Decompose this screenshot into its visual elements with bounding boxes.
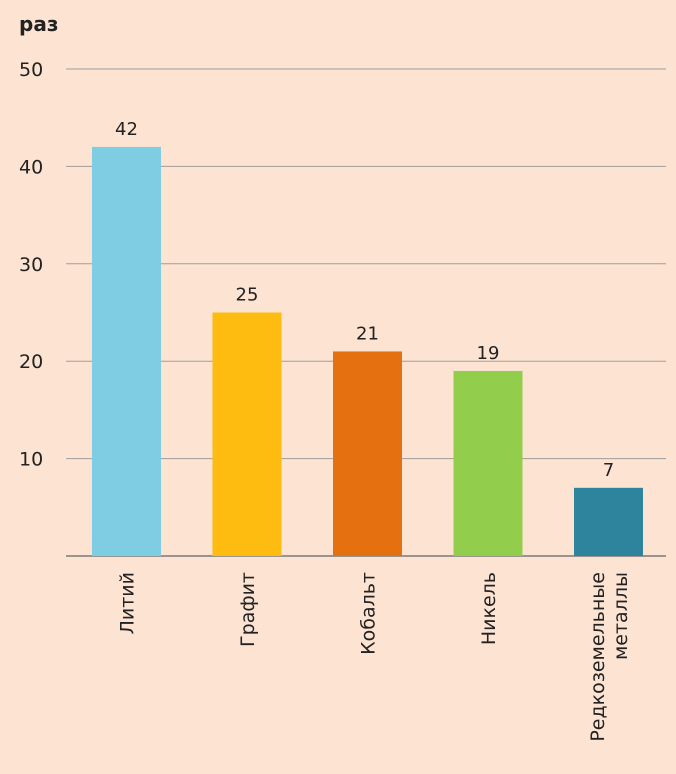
bar-value-label-5: 7: [603, 460, 614, 481]
y-axis-unit-label: раз: [19, 12, 58, 36]
y-tick-label-20: 20: [19, 351, 43, 373]
category-labels: Литий Графит Кобальт Никель Редкоземельные ме…: [117, 572, 633, 742]
category-label-4: Никель: [478, 572, 500, 645]
y-tick-label-50: 50: [19, 59, 43, 81]
bar-value-label-4: 19: [477, 343, 500, 364]
y-tick-label-30: 30: [19, 254, 43, 276]
bar-value-label-1: 42: [115, 119, 138, 140]
y-axis-tick-labels: 10 20 30 40 50: [19, 59, 43, 471]
y-tick-label-10: 10: [19, 449, 43, 471]
category-label-5-line-2: металлы: [610, 572, 632, 660]
bar-2: [212, 312, 282, 556]
category-label-5-line-1: Редкоземельные: [587, 572, 609, 742]
bar-5: [574, 487, 643, 556]
bar-1: [92, 146, 161, 557]
bars: [92, 146, 643, 557]
bar-value-labels: 42 25 21 19 7: [115, 119, 614, 481]
bar-value-label-3: 21: [356, 323, 379, 344]
category-label-1: Литий: [117, 572, 139, 634]
bar-3: [333, 351, 402, 556]
y-tick-label-40: 40: [19, 156, 43, 178]
category-label-2: Графит: [237, 572, 259, 647]
bar-value-label-2: 25: [236, 285, 259, 306]
bar-4: [453, 370, 523, 556]
category-label-3: Кобальт: [358, 572, 380, 655]
